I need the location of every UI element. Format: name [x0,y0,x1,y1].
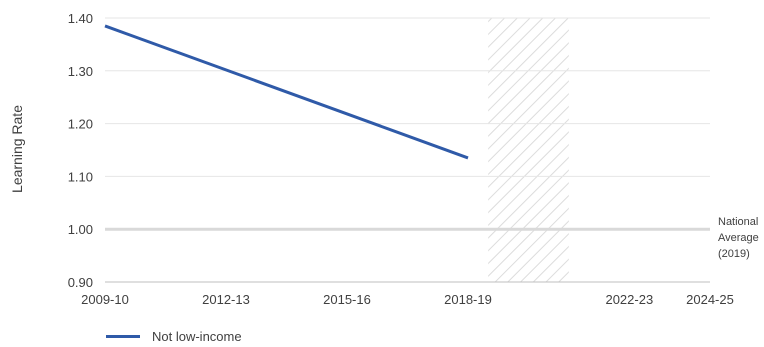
gridlines-layer [105,17,710,283]
y-tick-label: 1.00 [68,222,93,237]
series-line [104,24,469,160]
y-tick-label: 1.30 [68,64,93,79]
hatched-region [488,18,569,282]
y-tick-label: 1.20 [68,117,93,132]
legend-label: Not low-income [152,329,242,344]
y-tick-label: 0.90 [68,275,93,290]
x-tick-label: 2018-19 [444,292,492,307]
reference-line-label-line: National [718,216,758,228]
y-tick-label: 1.10 [68,169,93,184]
x-tick-label: 2009-10 [81,292,129,307]
x-tick-label: 2024-25 [686,292,734,307]
legend-swatch [106,335,140,338]
reference-line-label: National Average (2019) [718,216,759,260]
x-tick-label: 2022-23 [605,292,653,307]
x-tick-label: 2015-16 [323,292,371,307]
y-tick-label: 1.40 [68,11,93,26]
y-tick-labels: 0.90 1.00 1.10 1.20 1.30 1.40 [68,11,93,290]
hatched-region-layer [488,18,569,282]
reference-line-label-line: (2019) [718,248,750,260]
series-layer [104,24,469,160]
x-tick-labels: 2009-10 2012-13 2015-16 2018-19 2022-23 2024-… [81,292,734,307]
y-axis-label: Learning Rate [9,105,25,193]
x-tick-label: 2012-13 [202,292,250,307]
legend: Not low-income [106,329,242,344]
reference-line-label-line: Average [718,232,759,244]
